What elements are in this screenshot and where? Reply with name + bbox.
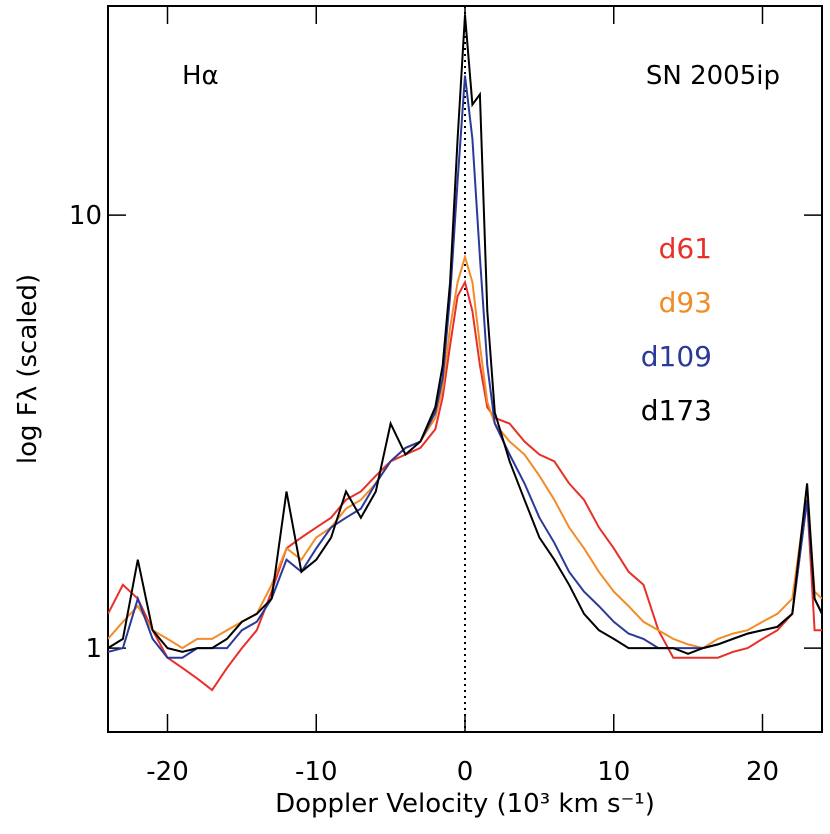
- legend-label: d61: [659, 232, 712, 265]
- x-tick-label: -10: [295, 757, 337, 787]
- series-line: [108, 279, 822, 692]
- x-tick-label: 10: [597, 757, 630, 787]
- y-axis-label: log Fλ (scaled): [13, 274, 43, 464]
- y-tick-label: 10: [69, 201, 102, 231]
- series-line: [108, 14, 822, 655]
- legend-label: d93: [659, 286, 712, 319]
- annotation: SN 2005ip: [646, 61, 780, 91]
- legend-label: d173: [641, 394, 712, 427]
- x-tick-label: -20: [146, 757, 188, 787]
- y-tick-label: 1: [85, 634, 102, 664]
- x-tick-label: 0: [457, 757, 474, 787]
- x-axis-label: Doppler Velocity (10³ km s⁻¹): [275, 789, 655, 819]
- x-tick-label: 20: [746, 757, 779, 787]
- annotation: Hα: [182, 61, 219, 91]
- legend-label: d109: [641, 340, 712, 373]
